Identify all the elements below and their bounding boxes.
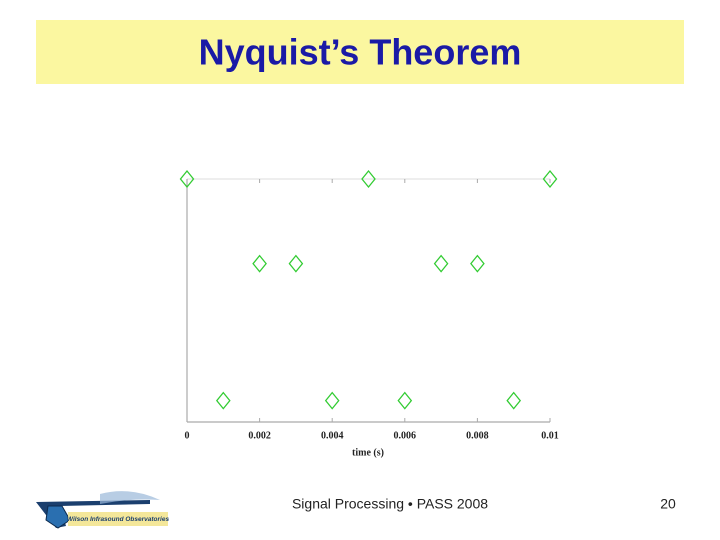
x-tick-label: 0.004 xyxy=(321,430,344,441)
logo-wave xyxy=(100,491,160,504)
marker xyxy=(179,169,195,189)
x-tick-label: 0.008 xyxy=(466,430,489,441)
x-tick-label: 0.01 xyxy=(541,430,559,441)
marker xyxy=(470,254,485,273)
x-tick-label: 0.002 xyxy=(248,430,271,441)
marker xyxy=(433,254,449,273)
logo-shield xyxy=(45,505,71,529)
x-tick-label: 0.006 xyxy=(394,430,417,441)
footer: Signal Processing • PASS 2008 xyxy=(292,496,488,512)
slide-title: Nyquist’s Theorem xyxy=(199,32,522,73)
x-tick-label: 0 xyxy=(185,430,190,441)
marker xyxy=(215,391,231,410)
marker xyxy=(252,254,267,273)
marker xyxy=(324,391,340,410)
marker xyxy=(288,254,304,273)
logo: Wilson Infrasound Observatories xyxy=(36,491,170,529)
logo-text: Wilson Infrasound Observatories xyxy=(67,516,170,523)
marker xyxy=(397,391,413,410)
logo-banner xyxy=(68,512,168,526)
marker xyxy=(361,169,376,189)
page-number: 20 xyxy=(660,496,676,512)
title-banner xyxy=(36,20,684,84)
marker xyxy=(542,169,558,189)
x-axis-label: time (s) xyxy=(352,447,384,458)
marker xyxy=(506,391,522,410)
